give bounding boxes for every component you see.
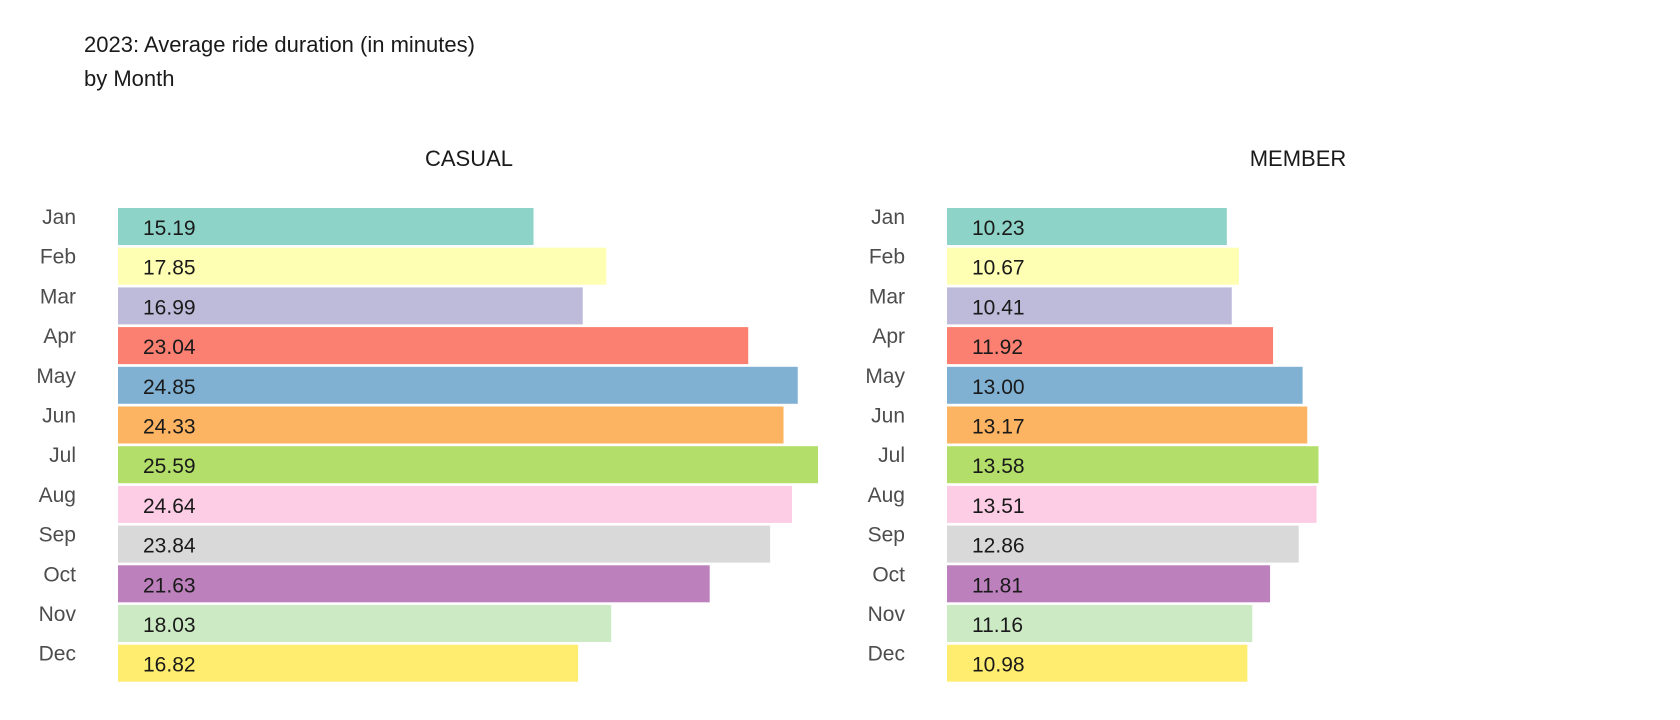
casual-month-label-nov: Nov [39,603,77,626]
member-month-label-dec: Dec [868,643,905,666]
member-month-label-aug: Aug [868,484,905,507]
casual-bar-apr [118,327,749,365]
member-month-label-feb: Feb [869,246,905,269]
casual-month-label-may: May [36,365,76,388]
member-value-label-oct: 11.81 [972,574,1023,597]
casual-month-label-jul: Jul [49,444,76,467]
member-month-label-may: May [865,365,905,388]
casual-value-label-aug: 24.64 [143,495,196,518]
casual-value-label-may: 24.85 [143,376,196,399]
casual-month-label-mar: Mar [40,285,76,308]
member-bar-dec [947,644,1248,682]
member-bar-oct [947,565,1271,603]
member-month-label-jun: Jun [871,405,905,428]
member-value-label-jul: 13.58 [972,455,1025,478]
casual-value-label-nov: 18.03 [143,614,196,637]
member-value-label-mar: 10.41 [972,296,1025,319]
casual-month-label-oct: Oct [43,563,76,586]
chart-title: 2023: Average ride duration (in minutes) [84,32,475,57]
casual-panel-title: CASUAL [425,146,513,171]
member-value-label-dec: 10.98 [972,654,1025,677]
casual-value-label-apr: 23.04 [143,336,196,359]
member-value-label-jan: 10.23 [972,217,1025,240]
casual-value-label-oct: 21.63 [143,574,196,597]
casual-bar-dec [118,644,579,682]
casual-bar-jun [118,406,784,444]
member-bar-jun [947,406,1308,444]
member-month-label-sep: Sep [868,524,905,547]
casual-month-label-sep: Sep [39,524,76,547]
member-value-label-apr: 11.92 [972,336,1023,359]
member-value-label-feb: 10.67 [972,257,1025,280]
member-bar-nov [947,605,1253,642]
member-value-label-nov: 11.16 [972,614,1023,637]
member-value-label-sep: 12.86 [972,535,1025,558]
casual-month-label-aug: Aug [39,484,76,507]
casual-bar-feb [118,247,607,285]
casual-value-label-feb: 17.85 [143,257,196,280]
member-month-label-mar: Mar [869,285,905,308]
member-bar-aug [947,485,1317,523]
member-value-label-jun: 13.17 [972,416,1025,439]
casual-value-label-dec: 16.82 [143,654,196,677]
casual-value-label-jun: 24.33 [143,416,196,439]
member-bar-mar [947,287,1232,325]
casual-bar-oct [118,565,710,603]
casual-panel: CASUAL Jan 15.19 Feb 17.85 Mar 16.99 Apr 23.04 M… [36,146,818,682]
member-panel-title: MEMBER [1250,146,1347,171]
casual-month-label-feb: Feb [40,246,76,269]
member-month-label-apr: Apr [872,325,905,348]
casual-bar-sep [118,525,771,563]
casual-bar-aug [118,485,793,523]
casual-value-label-jul: 25.59 [143,455,196,478]
chart-subtitle: by Month [84,66,175,91]
member-bar-sep [947,525,1299,563]
member-value-label-may: 13.00 [972,376,1025,399]
casual-bar-mar [118,287,583,325]
casual-value-label-mar: 16.99 [143,296,196,319]
member-month-label-jan: Jan [871,206,905,229]
member-month-label-jul: Jul [878,444,905,467]
casual-month-label-apr: Apr [43,325,76,348]
casual-value-label-sep: 23.84 [143,535,196,558]
member-panel: MEMBER Jan 10.23 Feb 10.67 Mar 10.41 Apr 11.92 M… [865,146,1346,682]
casual-bar-jan [118,208,534,245]
casual-value-label-jan: 15.19 [143,217,196,240]
member-value-label-aug: 13.51 [972,495,1025,518]
member-bar-may [947,366,1303,404]
casual-bar-jul [118,446,818,484]
member-bar-jan [947,208,1227,245]
member-bar-apr [947,327,1274,365]
member-month-label-oct: Oct [872,563,905,586]
member-month-label-nov: Nov [868,603,906,626]
member-bar-jul [947,446,1319,484]
casual-bar-nov [118,605,612,642]
casual-bar-may [118,366,798,404]
member-bar-feb [947,247,1239,285]
casual-month-label-jun: Jun [42,405,76,428]
casual-month-label-jan: Jan [42,206,76,229]
casual-month-label-dec: Dec [39,643,76,666]
